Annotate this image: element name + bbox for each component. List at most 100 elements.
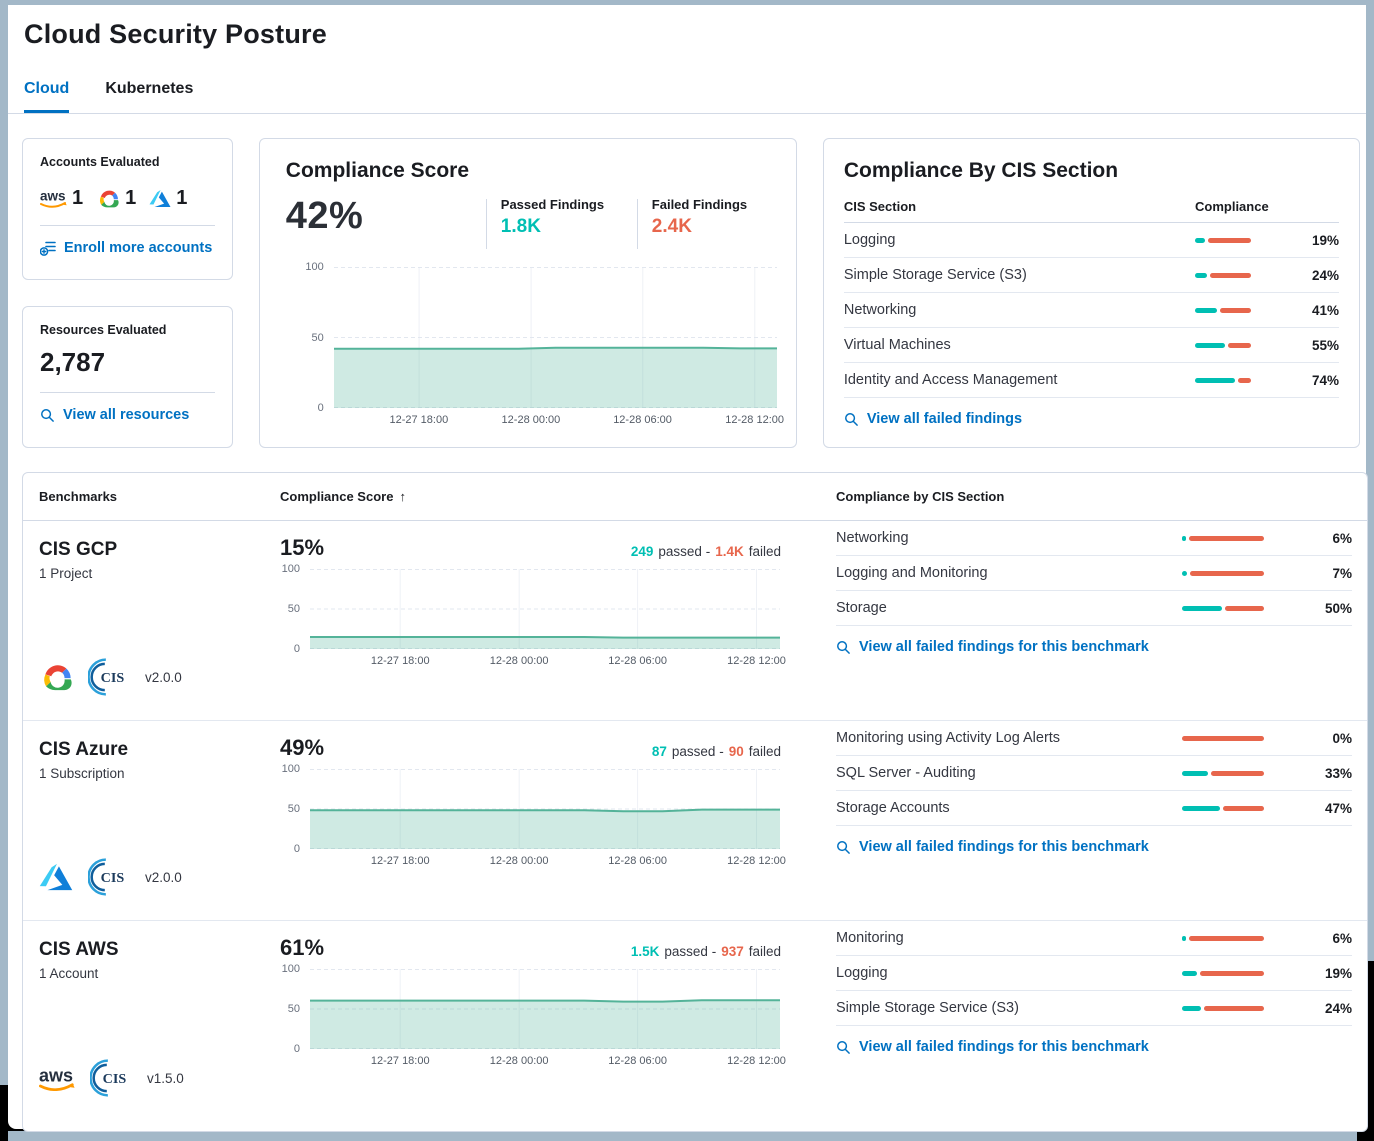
- table-row: Storage Accounts 47%: [836, 791, 1352, 826]
- compliance-percent: 55%: [1311, 337, 1339, 353]
- area-plot: [310, 569, 780, 649]
- compliance-percent: 33%: [1324, 765, 1352, 781]
- enroll-more-accounts-label: Enroll more accounts: [64, 240, 213, 256]
- benchmark-score: 61%: [280, 935, 325, 960]
- resources-evaluated-card: Resources Evaluated 2,787 View all resou…: [22, 306, 233, 448]
- failed-count: 1.4K: [715, 544, 744, 559]
- aws-count-value: 1: [72, 186, 84, 209]
- compliance-bar: [1182, 1005, 1264, 1011]
- cis-section-name: Monitoring: [836, 930, 904, 946]
- divider: [485, 199, 487, 249]
- compliance-score-header-label: Compliance Score: [280, 489, 394, 504]
- benchmark-subtitle: 1 Subscription: [39, 766, 125, 781]
- compliance-percent: 19%: [1324, 965, 1352, 981]
- tabs-divider: [8, 113, 1366, 114]
- passed-findings-group: Passed Findings 1.8K: [487, 195, 637, 238]
- tab-kubernetes[interactable]: Kubernetes: [105, 80, 194, 97]
- compliance-bar: [1195, 272, 1251, 278]
- passed-word: passed -: [671, 744, 724, 759]
- gcp-count-value: 1: [125, 186, 137, 209]
- cis-section-name: Simple Storage Service (S3): [836, 1000, 1019, 1016]
- compliance-percent: 19%: [1311, 232, 1339, 248]
- enroll-more-accounts-link[interactable]: Enroll more accounts: [40, 240, 215, 256]
- magnifier-icon: [837, 1040, 850, 1054]
- compliance-percent: 50%: [1324, 600, 1352, 616]
- compliance-percent: 6%: [1332, 530, 1352, 546]
- compliance-percent: 24%: [1324, 1000, 1352, 1016]
- benchmarks-table-card: Benchmarks Compliance Score ↑ Compliance…: [22, 472, 1368, 1132]
- benchmark-subtitle: 1 Account: [39, 966, 99, 981]
- compliance-column-header: Compliance: [1195, 199, 1269, 214]
- tab-bar: Cloud Kubernetes: [24, 80, 1360, 113]
- aws-account-count: 1: [40, 187, 83, 210]
- compliance-bar: [1195, 237, 1251, 243]
- cis-section-name: Logging: [836, 965, 888, 981]
- table-row: Storage 50%: [836, 591, 1352, 626]
- failed-word: failed: [748, 744, 781, 759]
- compliance-bar: [1182, 770, 1264, 776]
- cis-section-name: Virtual Machines: [843, 337, 951, 353]
- x-axis-labels: 12-27 18:00 12-28 00:00 12-28 06:00 12-28 1…: [370, 1055, 786, 1067]
- cis-section-name: Storage Accounts: [836, 800, 950, 816]
- failed-count: 90: [728, 744, 744, 759]
- compliance-score-column-header[interactable]: Compliance Score ↑: [280, 489, 795, 504]
- cis-table-header: CIS Section Compliance: [843, 199, 1339, 223]
- x-axis-labels: 12-27 18:00 12-28 00:00 12-28 06:00 12-28 1…: [370, 855, 786, 867]
- passed-word: passed -: [664, 944, 717, 959]
- cis-section-name: Networking: [836, 530, 909, 546]
- desktop-background: [0, 1085, 8, 1141]
- cis-gcp-trend-chart: 100 50 0 12-27 18:00 12-28 00:00 12-28 06:00…: [280, 563, 795, 670]
- compliance-bar: [1182, 735, 1264, 741]
- table-row: SQL Server - Auditing 33%: [836, 756, 1352, 791]
- view-failed-findings-benchmark-link[interactable]: View all failed findings for this benchm…: [836, 639, 1352, 655]
- cis-section-table: CIS Section Compliance Logging 19% Simpl…: [843, 199, 1339, 398]
- magnifier-icon: [837, 840, 850, 854]
- passed-findings-value: 1.8K: [500, 216, 541, 237]
- divider: [40, 392, 215, 393]
- cis-logo-icon: [88, 858, 126, 896]
- benchmark-subtitle: 1 Project: [39, 566, 93, 581]
- cis-section-name: Logging: [843, 232, 896, 248]
- magnifier-icon: [41, 408, 54, 422]
- page-title: Cloud Security Posture: [24, 19, 327, 49]
- benchmark-name: CIS GCP: [39, 539, 118, 560]
- cis-azure-trend-chart: 100 50 0 12-27 18:00 12-28 00:00 12-28 06:00…: [280, 763, 795, 870]
- passed-count: 1.5K: [630, 944, 660, 959]
- aws-icon: [40, 188, 67, 208]
- failed-findings-value: 2.4K: [651, 216, 692, 237]
- cloud-security-posture-page: Cloud Security Posture Cloud Kubernetes …: [8, 5, 1368, 1132]
- cis-section-name: Identity and Access Management: [843, 372, 1058, 388]
- compliance-bar: [1182, 570, 1264, 576]
- cis-section-name: Simple Storage Service (S3): [843, 267, 1027, 283]
- benchmark-score: 49%: [280, 735, 325, 760]
- list-add-icon: [40, 241, 56, 256]
- divider: [636, 199, 638, 249]
- window-frame-top: [0, 0, 1374, 5]
- gcp-icon: [44, 665, 72, 691]
- benchmarks-table-header: Benchmarks Compliance Score ↑ Compliance…: [23, 473, 1367, 521]
- benchmark-version: v2.0.0: [145, 669, 182, 685]
- benchmark-score: 15%: [280, 535, 325, 560]
- table-row: Identity and Access Management 74%: [843, 363, 1339, 398]
- view-failed-findings-benchmark-link[interactable]: View all failed findings for this benchm…: [836, 1039, 1352, 1055]
- magnifier-icon: [837, 640, 850, 654]
- view-failed-findings-benchmark-label: View all failed findings for this benchm…: [859, 1039, 1149, 1055]
- azure-account-count: 1: [149, 187, 187, 210]
- view-all-failed-findings-link[interactable]: View all failed findings: [844, 411, 1339, 427]
- cis-logo-icon: [90, 1059, 128, 1097]
- view-failed-findings-benchmark-link[interactable]: View all failed findings for this benchm…: [836, 839, 1352, 855]
- y-axis-labels: 100 50 0: [281, 563, 300, 655]
- cis-section-name: SQL Server - Auditing: [836, 765, 976, 781]
- tab-cloud[interactable]: Cloud: [24, 80, 70, 113]
- view-all-resources-link[interactable]: View all resources: [40, 407, 215, 423]
- magnifier-icon: [844, 412, 858, 426]
- benchmark-version: v2.0.0: [145, 869, 182, 885]
- compliance-percent: 47%: [1324, 800, 1352, 816]
- azure-icon: [149, 189, 171, 207]
- table-row: Monitoring using Activity Log Alerts 0%: [836, 721, 1352, 756]
- cis-section-name: Networking: [843, 302, 917, 318]
- passed-word: passed -: [658, 544, 711, 559]
- gcp-icon: [100, 190, 119, 207]
- cis-sections-column-header: Compliance by CIS Section: [836, 489, 1005, 504]
- cis-section-name: Storage: [836, 600, 887, 616]
